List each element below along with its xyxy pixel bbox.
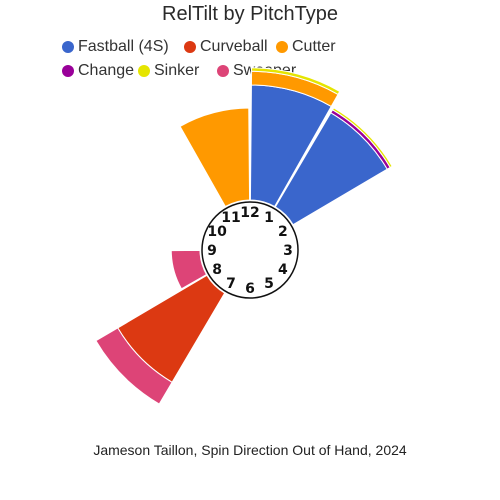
- legend-label-cutter: Cutter: [292, 38, 336, 55]
- wedge-layer: [95, 67, 393, 405]
- wedge-sweeper-830[interactable]: [170, 249, 208, 290]
- wedge-sweeper-730[interactable]: [95, 327, 173, 405]
- clock-label-8: 8: [212, 262, 222, 278]
- legend-item-fastball[interactable]: Fastball (4S): [62, 38, 169, 56]
- clock-label-5: 5: [264, 276, 274, 292]
- wedge-sinker-1230[interactable]: [251, 67, 341, 96]
- clock-label-10: 10: [207, 224, 227, 240]
- clock-label-2: 2: [278, 224, 288, 240]
- legend-swatch-sweeper: [217, 65, 229, 77]
- legend-label-fastball: Fastball (4S): [78, 38, 169, 55]
- clock-label-1: 1: [264, 210, 274, 226]
- clock-label-6: 6: [245, 281, 255, 297]
- legend-item-curveball[interactable]: Curveball: [184, 38, 268, 56]
- wedge-cutter-1130[interactable]: [179, 107, 251, 208]
- legend-swatch-change: [62, 65, 74, 77]
- clock-label-12: 12: [240, 205, 259, 221]
- legend-swatch-fastball: [62, 41, 74, 53]
- legend-item-sinker[interactable]: Sinker: [138, 62, 199, 80]
- legend-label-sinker: Sinker: [154, 62, 200, 79]
- clock-label-3: 3: [283, 243, 293, 259]
- clock-label-7: 7: [226, 276, 236, 292]
- wedge-sinker-130[interactable]: [331, 107, 393, 169]
- clock-label-11: 11: [221, 210, 240, 226]
- chart-title: RelTilt by PitchType: [162, 3, 338, 25]
- legend-swatch-cutter: [276, 41, 288, 53]
- clock-label-4: 4: [278, 262, 288, 278]
- legend-swatch-sinker: [138, 65, 150, 77]
- legend-label-curveball: Curveball: [200, 38, 268, 55]
- legend-item-change[interactable]: Change: [62, 62, 134, 80]
- clock-face: [201, 201, 299, 299]
- chart-caption: Jameson Taillon, Spin Direction Out of H…: [93, 442, 407, 458]
- clock-label-9: 9: [207, 243, 217, 259]
- legend-swatch-curveball: [184, 41, 196, 53]
- legend-item-cutter[interactable]: Cutter: [276, 38, 336, 56]
- legend-label-change: Change: [78, 62, 135, 79]
